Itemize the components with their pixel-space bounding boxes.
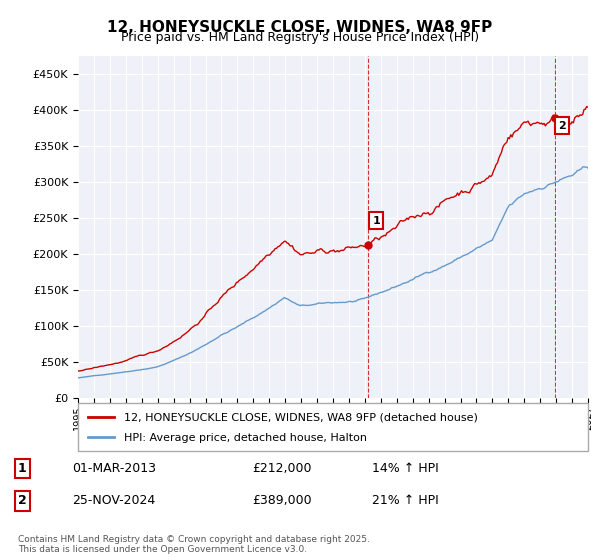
Text: Price paid vs. HM Land Registry's House Price Index (HPI): Price paid vs. HM Land Registry's House … <box>121 31 479 44</box>
FancyBboxPatch shape <box>78 403 588 451</box>
Text: 1: 1 <box>373 216 380 226</box>
Text: 01-MAR-2013: 01-MAR-2013 <box>72 461 156 475</box>
Text: 21% ↑ HPI: 21% ↑ HPI <box>372 494 439 507</box>
Text: 2: 2 <box>18 494 27 507</box>
Text: HPI: Average price, detached house, Halton: HPI: Average price, detached house, Halt… <box>124 433 367 444</box>
Text: 1: 1 <box>18 461 27 475</box>
Text: 12, HONEYSUCKLE CLOSE, WIDNES, WA8 9FP (detached house): 12, HONEYSUCKLE CLOSE, WIDNES, WA8 9FP (… <box>124 413 478 422</box>
Text: £212,000: £212,000 <box>252 461 311 475</box>
Text: Contains HM Land Registry data © Crown copyright and database right 2025.
This d: Contains HM Land Registry data © Crown c… <box>18 535 370 554</box>
Text: 25-NOV-2024: 25-NOV-2024 <box>72 494 155 507</box>
Text: £389,000: £389,000 <box>252 494 311 507</box>
Text: 2: 2 <box>558 120 566 130</box>
Text: 14% ↑ HPI: 14% ↑ HPI <box>372 461 439 475</box>
Text: 12, HONEYSUCKLE CLOSE, WIDNES, WA8 9FP: 12, HONEYSUCKLE CLOSE, WIDNES, WA8 9FP <box>107 20 493 35</box>
